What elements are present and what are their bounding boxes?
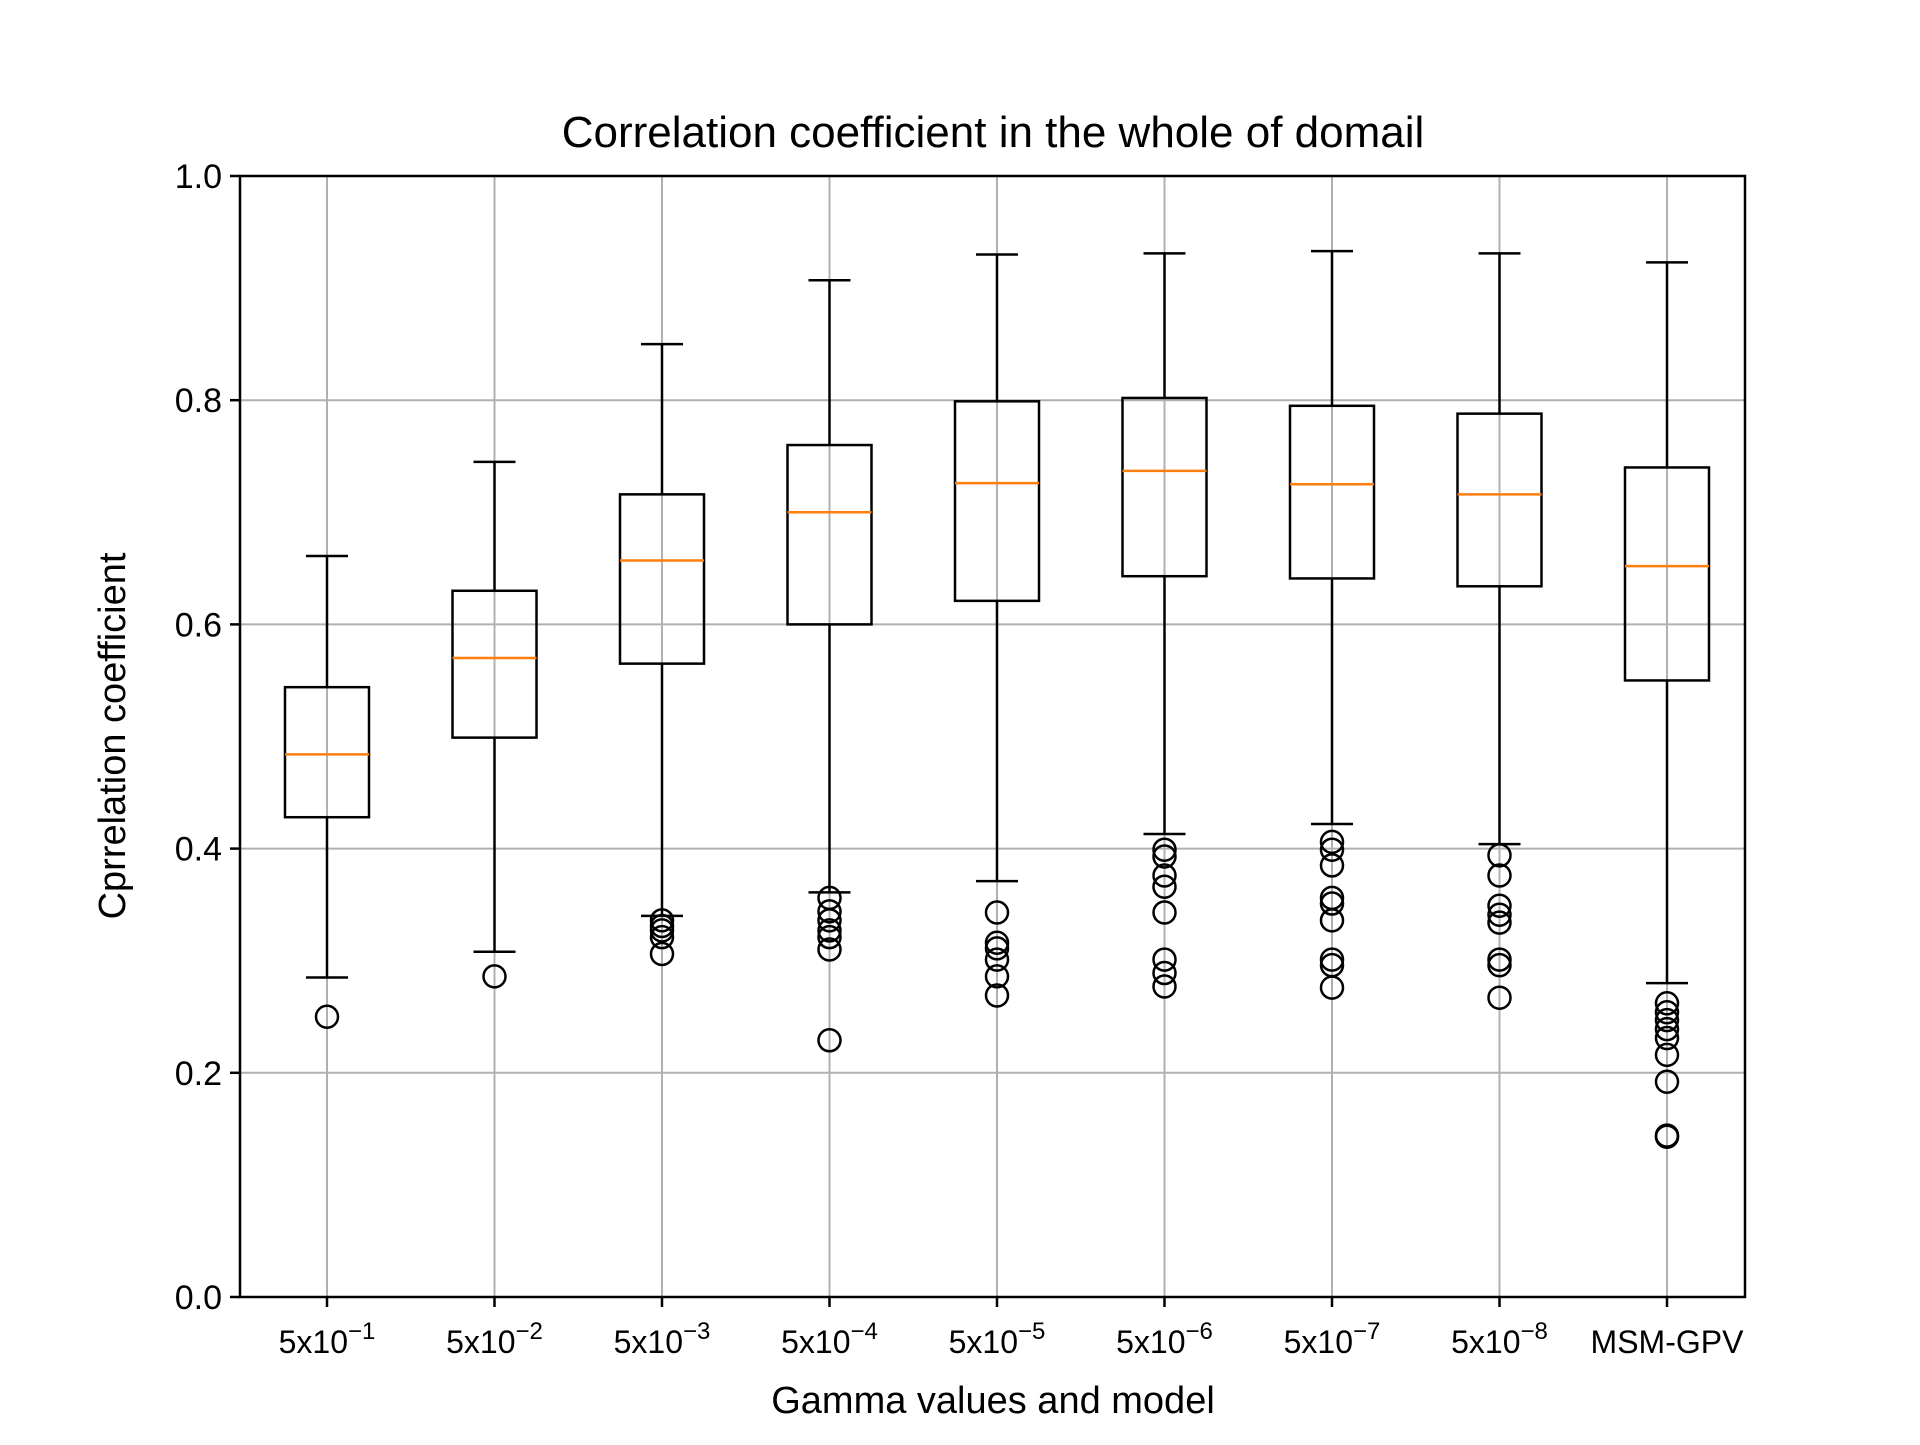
outlier-point — [649, 918, 675, 943]
outlier-point — [1319, 837, 1345, 862]
box-group — [1623, 261, 1711, 1149]
outlier-point — [314, 1004, 340, 1029]
outlier-point — [1654, 1016, 1680, 1042]
outlier-point — [984, 947, 1010, 972]
chart-title: Correlation coefficient in the whole of … — [562, 108, 1425, 157]
iqr-box — [1623, 466, 1711, 682]
outlier-point — [1487, 893, 1512, 919]
outlier-point — [1152, 844, 1177, 869]
x-tick-label: 5x10−7 — [1284, 1318, 1381, 1360]
box-group — [618, 342, 706, 967]
outlier-point — [1319, 975, 1345, 1000]
outlier-point — [1654, 1042, 1680, 1068]
box-group — [283, 554, 371, 1029]
outlier-point — [1152, 837, 1177, 862]
outlier-point — [1654, 991, 1680, 1016]
box-group — [786, 279, 873, 1053]
x-tick-label: 5x10−1 — [279, 1318, 376, 1360]
outlier-point — [984, 900, 1010, 925]
iqr-box — [283, 685, 371, 819]
outlier-point — [984, 930, 1010, 956]
box-group — [953, 253, 1041, 1008]
outlier-point — [1654, 1069, 1680, 1095]
outlier-point — [1319, 908, 1345, 933]
outlier-point — [482, 964, 507, 989]
iqr-box — [1288, 404, 1376, 580]
outlier-point — [1152, 874, 1177, 899]
outlier-point — [1654, 1124, 1680, 1149]
outlier-point — [1654, 1000, 1680, 1025]
x-tick-label: 5x10−8 — [1451, 1318, 1548, 1360]
outlier-point — [1152, 974, 1177, 999]
outlier-point — [1487, 985, 1512, 1010]
outlier-point — [984, 964, 1010, 989]
plot-area-frame — [238, 174, 1747, 1299]
axis-ticks: 0.0 0.2 0.4 0.6 0.8 1.0 5x10−1 5x10−2 5x10−3 5x10… — [175, 158, 1744, 1360]
outlier-point — [817, 1028, 842, 1053]
outlier-point — [1319, 853, 1345, 878]
outlier-point — [1487, 843, 1512, 868]
x-tick-label: 5x10−3 — [614, 1318, 711, 1360]
box-group — [1121, 252, 1208, 999]
outlier-point — [817, 918, 842, 943]
outlier-point — [984, 936, 1010, 961]
outlier-point — [1487, 910, 1512, 935]
outlier-point — [649, 924, 675, 950]
y-tick-label: 1.0 — [175, 158, 222, 196]
outlier-point — [1152, 947, 1177, 972]
box-group — [1288, 249, 1376, 1000]
iqr-box — [786, 443, 873, 626]
box-group — [1456, 252, 1543, 1010]
iqr-box — [451, 589, 538, 739]
outlier-point — [817, 937, 842, 962]
outlier-point — [1152, 863, 1177, 888]
outlier-point — [1319, 829, 1345, 855]
outlier-point — [1152, 960, 1177, 986]
outlier-point — [1654, 1007, 1680, 1033]
outlier-point — [649, 941, 675, 967]
outlier-point — [817, 899, 842, 924]
outlier-point — [649, 908, 675, 933]
outlier-point — [1152, 900, 1177, 925]
outlier-point — [984, 983, 1010, 1008]
outlier-point — [1319, 947, 1345, 972]
iqr-box — [1456, 412, 1543, 588]
y-tick-label: 0.6 — [175, 606, 222, 644]
x-tick-label: 5x10−2 — [446, 1318, 543, 1360]
y-axis-label: Cprrelation coefficient — [92, 552, 134, 919]
outlier-point — [1487, 952, 1512, 978]
outlier-point — [1487, 902, 1512, 927]
y-tick-label: 0.4 — [175, 831, 222, 869]
boxes-group — [283, 249, 1711, 1149]
iqr-box — [1121, 396, 1208, 578]
x-tick-label: 5x10−4 — [781, 1318, 878, 1360]
outlier-point — [1487, 863, 1512, 888]
x-tick-label: 5x10−5 — [949, 1318, 1046, 1360]
outlier-point — [1487, 947, 1512, 972]
outlier-point — [817, 924, 842, 950]
x-tick-label: 5x10−6 — [1116, 1318, 1213, 1360]
outlier-point — [817, 908, 842, 933]
iqr-box — [953, 400, 1041, 603]
iqr-box — [618, 493, 706, 665]
y-tick-label: 0.8 — [175, 382, 222, 420]
x-tick-label: MSM-GPV — [1591, 1324, 1745, 1360]
y-tick-label: 0.0 — [175, 1279, 222, 1317]
y-tick-label: 0.2 — [175, 1055, 222, 1093]
x-axis-label: Gamma values and model — [771, 1380, 1215, 1422]
outlier-point — [1654, 1025, 1680, 1051]
outlier-point — [1319, 891, 1345, 916]
box-group — [451, 460, 538, 989]
